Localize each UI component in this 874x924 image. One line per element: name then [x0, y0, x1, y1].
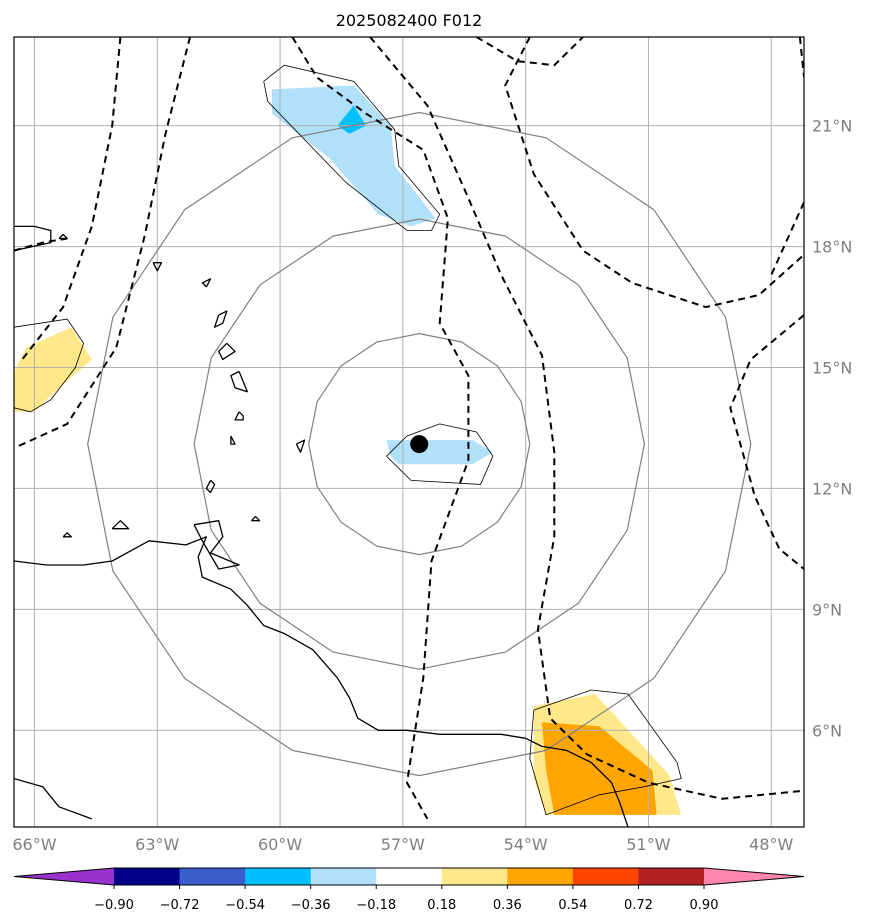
- range-ring-1: [193, 218, 646, 670]
- thin-contour-2: [386, 423, 494, 485]
- range-ring-0: [308, 332, 531, 556]
- gridline-layer: [14, 37, 804, 827]
- shaded-field-layer: [14, 85, 682, 815]
- colorbar-segment: [572, 868, 639, 885]
- dashed-contour-9: [729, 314, 804, 570]
- coastline-1: [14, 777, 93, 820]
- coastline-0: [14, 536, 629, 827]
- coastline-3: [14, 225, 52, 252]
- storm-center-marker: [410, 435, 429, 454]
- coastline-8: [234, 411, 244, 421]
- colorbar-tick-label: 0.18: [427, 898, 456, 913]
- colorbar: −0.90 −0.72 −0.54 −0.36 −0.18 0.18 0.36 0.54 0.7…: [13, 867, 805, 913]
- colorbar-segment: [376, 868, 443, 885]
- range-ring-layer: [87, 111, 752, 777]
- thin-contour-3: [529, 689, 682, 816]
- lat-tick-label: 18°N: [812, 238, 852, 257]
- dashed-contour-2: [14, 237, 68, 252]
- shaded-region-5: [542, 722, 657, 815]
- colorbar-tick-label: 0.90: [690, 898, 719, 913]
- colorbar-extend-low: [14, 868, 114, 885]
- coastline-14: [62, 532, 72, 538]
- storm-marker-layer: [410, 435, 429, 454]
- coastline-2: [193, 520, 240, 570]
- colorbar-tick-label: −0.36: [291, 898, 331, 913]
- dashed-contour-layer: [14, 37, 804, 820]
- coastline-10: [295, 439, 306, 453]
- dashed-contour-8: [770, 201, 804, 276]
- coastline-7: [230, 370, 248, 393]
- lon-tick-label: 51°W: [626, 835, 670, 854]
- colorbar-segment: [441, 868, 508, 885]
- lat-tick-label: 6°N: [812, 721, 842, 740]
- coastline-5: [213, 310, 228, 328]
- colorbar-segment: [114, 868, 181, 885]
- thin-contour-layer: [14, 64, 682, 816]
- lon-tick-label: 48°W: [749, 835, 793, 854]
- colorbar-segment: [507, 868, 574, 885]
- coastline-12: [250, 515, 261, 522]
- lon-tick-label: 54°W: [504, 835, 548, 854]
- lat-tick-label: 9°N: [812, 600, 842, 619]
- colorbar-segment: [245, 868, 312, 885]
- coastline-9: [230, 435, 236, 445]
- colorbar-tick-label: −0.54: [225, 898, 265, 913]
- colorbar-tick-label: −0.18: [356, 898, 396, 913]
- coastline-15: [152, 262, 163, 272]
- dashed-contour-3: [291, 37, 470, 820]
- lon-tick-label: 63°W: [135, 835, 179, 854]
- colorbar-extend-high: [704, 868, 804, 885]
- colorbar-segment: [638, 868, 705, 885]
- lon-tick-label: 57°W: [381, 835, 425, 854]
- dashed-contour-6: [504, 37, 804, 309]
- lon-tick-label: 66°W: [12, 835, 56, 854]
- dashed-contour-7: [798, 37, 804, 78]
- axis-tick-labels: 66°W 63°W 60°W 57°W 54°W 51°W 48°W 21°N 18°N 15°N…: [12, 117, 852, 854]
- coastline-6: [218, 342, 236, 361]
- colorbar-tick-label: 0.72: [624, 898, 653, 913]
- range-ring-2: [87, 111, 752, 777]
- colorbar-tick-label: 0.54: [558, 898, 587, 913]
- shaded-region-1: [337, 105, 366, 134]
- plot-frame: [13, 36, 805, 828]
- colorbar-segment: [179, 868, 246, 885]
- lon-tick-label: 60°W: [258, 835, 302, 854]
- thin-contour-0: [263, 64, 441, 231]
- dashed-contour-4: [369, 37, 804, 800]
- chart-title: 2025082400 F012: [336, 11, 483, 30]
- coastline-13: [111, 520, 130, 530]
- coastline-11: [205, 479, 216, 494]
- lat-tick-label: 21°N: [812, 117, 852, 136]
- colorbar-tick-label: −0.90: [94, 898, 134, 913]
- lat-tick-label: 12°N: [812, 479, 852, 498]
- colorbar-tick-label: −0.72: [160, 898, 200, 913]
- coastline-layer: [14, 225, 629, 827]
- shaded-region-3: [14, 327, 92, 412]
- shaded-region-0: [271, 85, 436, 227]
- dashed-contour-5: [475, 37, 584, 67]
- plot-area: [14, 37, 804, 827]
- thin-contour-1: [14, 318, 85, 413]
- colorbar-tick-label: 0.36: [493, 898, 522, 913]
- colorbar-segment: [310, 868, 377, 885]
- lat-tick-label: 15°N: [812, 359, 852, 378]
- coastline-4: [201, 278, 212, 288]
